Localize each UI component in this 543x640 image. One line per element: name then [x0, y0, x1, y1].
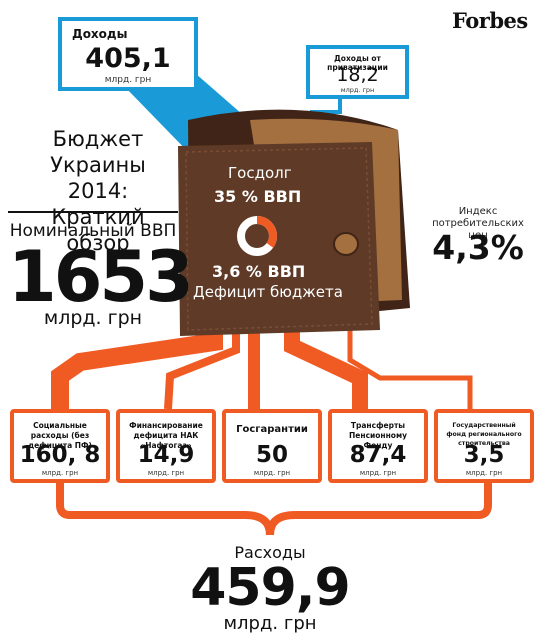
expense-item-label: Госгарантии	[236, 424, 308, 435]
revenue-box: Доходы 405,1 млрд. грн	[58, 17, 198, 91]
gdp-label: Номинальный ВВП	[9, 221, 177, 241]
expense-item-unit: млрд. грн	[147, 469, 185, 477]
expense-item-value: 160, 8	[19, 442, 101, 468]
debt-donut-arc	[237, 216, 277, 256]
revenue-value: 405,1	[85, 43, 171, 74]
privatization-unit: млрд. грн	[340, 86, 375, 94]
expense-flows	[51, 328, 473, 410]
expense-item-unit: млрд. грн	[41, 469, 79, 477]
debt-label: Госдолг	[228, 164, 292, 182]
expense-item-label: Финансирование дефицита НАК «Нафтогаз»	[129, 421, 203, 450]
privatization-box: Доходы от приватизации 18,2 млрд. грн	[306, 45, 409, 99]
privatization-value: 18,2	[336, 64, 379, 86]
deficit-value: 3,6 % ВВП	[212, 262, 306, 281]
debt-value: 35 % ВВП	[214, 187, 302, 206]
debt-donut	[237, 216, 277, 256]
deficit-label: Дефицит бюджета	[193, 283, 343, 301]
title-divider	[8, 211, 178, 213]
gdp-value: 1653	[8, 236, 194, 318]
expenses-unit: млрд. грн	[223, 613, 317, 634]
expense-item-unit: млрд. грн	[465, 469, 503, 477]
revenue-unit: млрд. грн	[104, 75, 152, 85]
expenses-label: Расходы	[234, 543, 306, 562]
cpi-label: Индекс потребительских цен	[432, 206, 524, 241]
expense-item-guarantees: Госгарантии 50 млрд. грн	[222, 409, 322, 483]
page-title: Бюджет Украины 2014: Краткий обзор	[22, 126, 174, 256]
expense-item-naftogaz: Финансирование дефицита НАК «Нафтогаз» 1…	[116, 409, 216, 483]
title-line: Бюджет	[52, 127, 144, 151]
revenue-label: Доходы	[72, 27, 128, 41]
expense-item-label: Социальные расходы (без дефицита ПФ)	[28, 421, 92, 450]
cpi-value: 4,3%	[432, 228, 524, 267]
title-line: Украины 2014:	[50, 153, 146, 203]
wallet-body	[178, 142, 380, 336]
expense-item-label: Трансферты Пенсионному Фонду	[349, 421, 407, 450]
expense-item-value: 87,4	[349, 442, 407, 468]
brand-logo: Forbes	[452, 8, 528, 33]
title-line: Краткий обзор	[51, 205, 145, 255]
expense-bracket	[56, 483, 492, 536]
expense-item-pension: Трансферты Пенсионному Фонду 87,4 млрд. …	[328, 409, 428, 483]
expense-item-unit: млрд. грн	[359, 469, 397, 477]
expense-item-label: Государственный фонд регионального строи…	[446, 422, 522, 447]
expenses-value: 459,9	[190, 558, 350, 618]
expense-item-value: 14,9	[137, 442, 195, 468]
expense-item-value: 50	[255, 442, 288, 468]
wallet-clasp	[333, 232, 359, 256]
gdp-unit: млрд. грн	[43, 307, 143, 329]
expense-item-regional: Государственный фонд регионального строи…	[434, 409, 534, 483]
privatization-label: Доходы от приватизации	[327, 54, 388, 72]
expense-item-unit: млрд. грн	[253, 469, 291, 477]
expense-item-value: 3,5	[463, 442, 505, 468]
expense-item-social: Социальные расходы (без дефицита ПФ) 160…	[10, 409, 110, 483]
